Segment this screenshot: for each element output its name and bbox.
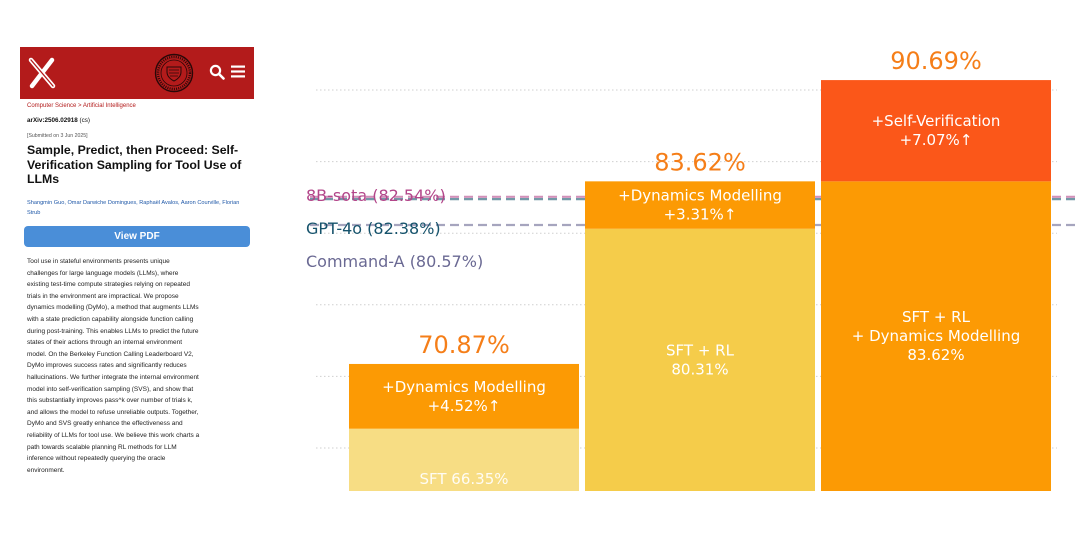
search-icon[interactable]: [209, 64, 225, 80]
segment-label: SFT + RL + Dynamics Modelling 83.62%: [852, 308, 1020, 364]
university-seal-icon: [154, 53, 194, 93]
abstract-line: DyMo and SVS greatly enhance the effecti…: [27, 420, 183, 428]
abstract-line: dynamics modelling (DyMo), a method that…: [27, 304, 199, 312]
abstract-line: Tool use in stateful environments presen…: [27, 258, 170, 265]
reference-label: 8B-sota (82.54%): [306, 186, 446, 205]
abstract-line: with a state prediction capability along…: [27, 315, 194, 323]
abstract-line: during post-training. This enables LLMs …: [27, 327, 199, 335]
abstract-line: model into self-verification sampling (S…: [27, 385, 194, 393]
segment-label: +Self-Verification +7.07%↑: [872, 112, 1001, 149]
abstract-line: existing test-time compute strategies re…: [27, 281, 190, 289]
x-logo-icon[interactable]: [28, 56, 56, 90]
reference-label: GPT-4o (82.38%): [306, 219, 441, 238]
abstract-line: DyMo improves success rates and signific…: [27, 362, 187, 370]
abstract-line: path towards scalable planning RL method…: [27, 443, 177, 451]
abstract-line: challenges for large language models (LL…: [27, 269, 179, 277]
arxiv-category: (cs): [79, 117, 91, 124]
segment-label: +Dynamics Modelling +4.52%↑: [382, 378, 546, 415]
author-link[interactable]: Florian Strub: [27, 200, 240, 216]
segment-label: SFT 66.35%: [419, 470, 508, 488]
author-link[interactable]: Aaron Courville,: [180, 200, 221, 206]
bar-total-label: 83.62%: [654, 148, 746, 176]
abstract-line: inference without repeatedly querying th…: [27, 455, 166, 463]
menu-icon[interactable]: [231, 65, 245, 78]
gain-segment: [585, 181, 815, 229]
segment-label: SFT + RL 80.31%: [666, 341, 735, 378]
abstract-line: and allows the model to refuse unreliabl…: [27, 408, 199, 416]
bar-group: SFT + RL + Dynamics Modelling 83.62% +Self-…: [821, 47, 1051, 491]
abstract-line: states of their actions through an inter…: [27, 339, 183, 347]
abstract-line: hallucinations. We further integrate the…: [27, 373, 199, 381]
abstract-line: trials in the environment are impractica…: [27, 292, 179, 300]
paper-title: Sample, Predict, then Proceed: Self-Veri…: [27, 143, 242, 187]
reference-labels: 8B-sota (82.54%) GPT-4o (82.38%) Command-A…: [306, 186, 483, 271]
bar-group: SFT + RL 80.31% +Dynamics Modelling +3.31%↑…: [585, 148, 815, 492]
view-pdf-button[interactable]: View PDF: [24, 226, 250, 247]
base-segment: [349, 428, 579, 491]
submission-date: [Submitted on 3 Jun 2025]: [27, 133, 88, 139]
base-segment: [585, 228, 815, 492]
bar-total-label: 90.69%: [890, 47, 982, 75]
abstract-line: this substantially improves pass^k over …: [27, 397, 193, 405]
base-segment: [821, 181, 1051, 491]
arxiv-id-number: arXiv:2506.02918: [27, 117, 78, 124]
bar-group: SFT 66.35% +Dynamics Modelling +4.52%↑ 70.8…: [349, 331, 579, 491]
author-list: Shangmin Guo, Omar Darwiche Domingues, R…: [27, 198, 251, 218]
bars: SFT 66.35% +Dynamics Modelling +4.52%↑ 70.8…: [349, 47, 1051, 492]
segment-label: +Dynamics Modelling +3.31%↑: [618, 187, 782, 224]
arxiv-abstract-panel: Computer Science > Artificial Intelligen…: [20, 47, 254, 497]
gain-segment: [349, 363, 579, 429]
gain-segment: [821, 80, 1051, 182]
author-link[interactable]: Shangmin Guo,: [27, 200, 66, 206]
author-link[interactable]: Omar Darwiche Domingues,: [67, 200, 138, 206]
abstract-line: environment.: [27, 466, 65, 474]
author-link[interactable]: Raphaël Avalos,: [139, 200, 180, 206]
breadcrumb[interactable]: Computer Science > Artificial Intelligen…: [27, 103, 136, 109]
abstract-line: model. On the Berkeley Function Calling …: [27, 350, 194, 358]
reference-label: Command-A (80.57%): [306, 252, 483, 271]
arxiv-header: [20, 47, 254, 99]
abstract-line: reliability of LLMs for tool use. We bel…: [27, 431, 200, 439]
bar-total-label: 70.87%: [418, 331, 510, 359]
arxiv-identifier: arXiv:2506.02918 (cs): [27, 117, 90, 124]
abstract-text: Tool use in stateful environments presen…: [27, 256, 254, 476]
